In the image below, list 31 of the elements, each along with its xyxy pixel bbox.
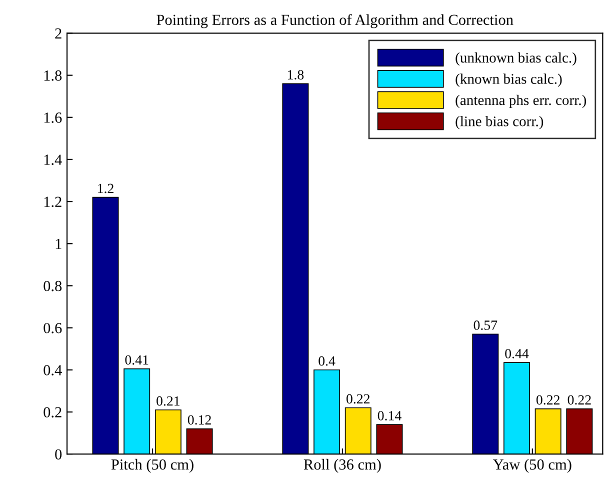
legend-label: (known bias calc.) (456, 74, 562, 87)
y-tick-label: 0 (55, 449, 62, 460)
y-tick-label: 0.8 (44, 280, 62, 292)
y-tick-label: 2 (55, 28, 62, 38)
data-label: 0.21 (156, 396, 180, 406)
data-label: 0.41 (125, 355, 148, 365)
y-tick-label: 0.2 (44, 407, 62, 418)
data-label: 1.8 (288, 70, 304, 80)
y-tick-label: 0.4 (44, 365, 62, 376)
legend-label: (antenna phs err. corr.) (456, 94, 586, 108)
y-tick-label: 1.4 (44, 154, 62, 165)
data-label: 0.22 (346, 394, 370, 404)
data-label: 0.14 (378, 411, 402, 420)
x-tick-label: Pitch (50 cm) (111, 458, 194, 473)
y-tick-label: 1.8 (44, 70, 62, 81)
y-tick-label: 1.2 (44, 196, 62, 208)
y-tick-label: 0.6 (44, 322, 62, 334)
x-tick-label: Roll (36 cm) (304, 458, 381, 473)
data-label: 0.4 (318, 356, 336, 366)
chart-title: Pointing Errors as a Function of Algorithm and Correction (156, 14, 514, 28)
legend-label: (unknown bias calc.) (456, 52, 576, 66)
data-label: 0.12 (188, 415, 211, 425)
data-label: 0.57 (474, 320, 498, 330)
y-tick-label: 1 (56, 238, 62, 249)
legend-label: (line bias corr.) (456, 116, 544, 130)
x-tick-label: Yaw (50 cm) (493, 458, 572, 473)
y-tick-label: 1.6 (44, 112, 62, 123)
data-label: 0.22 (568, 395, 591, 405)
data-label: 1.2 (98, 184, 114, 194)
data-label: 0.44 (505, 348, 529, 358)
data-label: 0.22 (536, 395, 560, 405)
